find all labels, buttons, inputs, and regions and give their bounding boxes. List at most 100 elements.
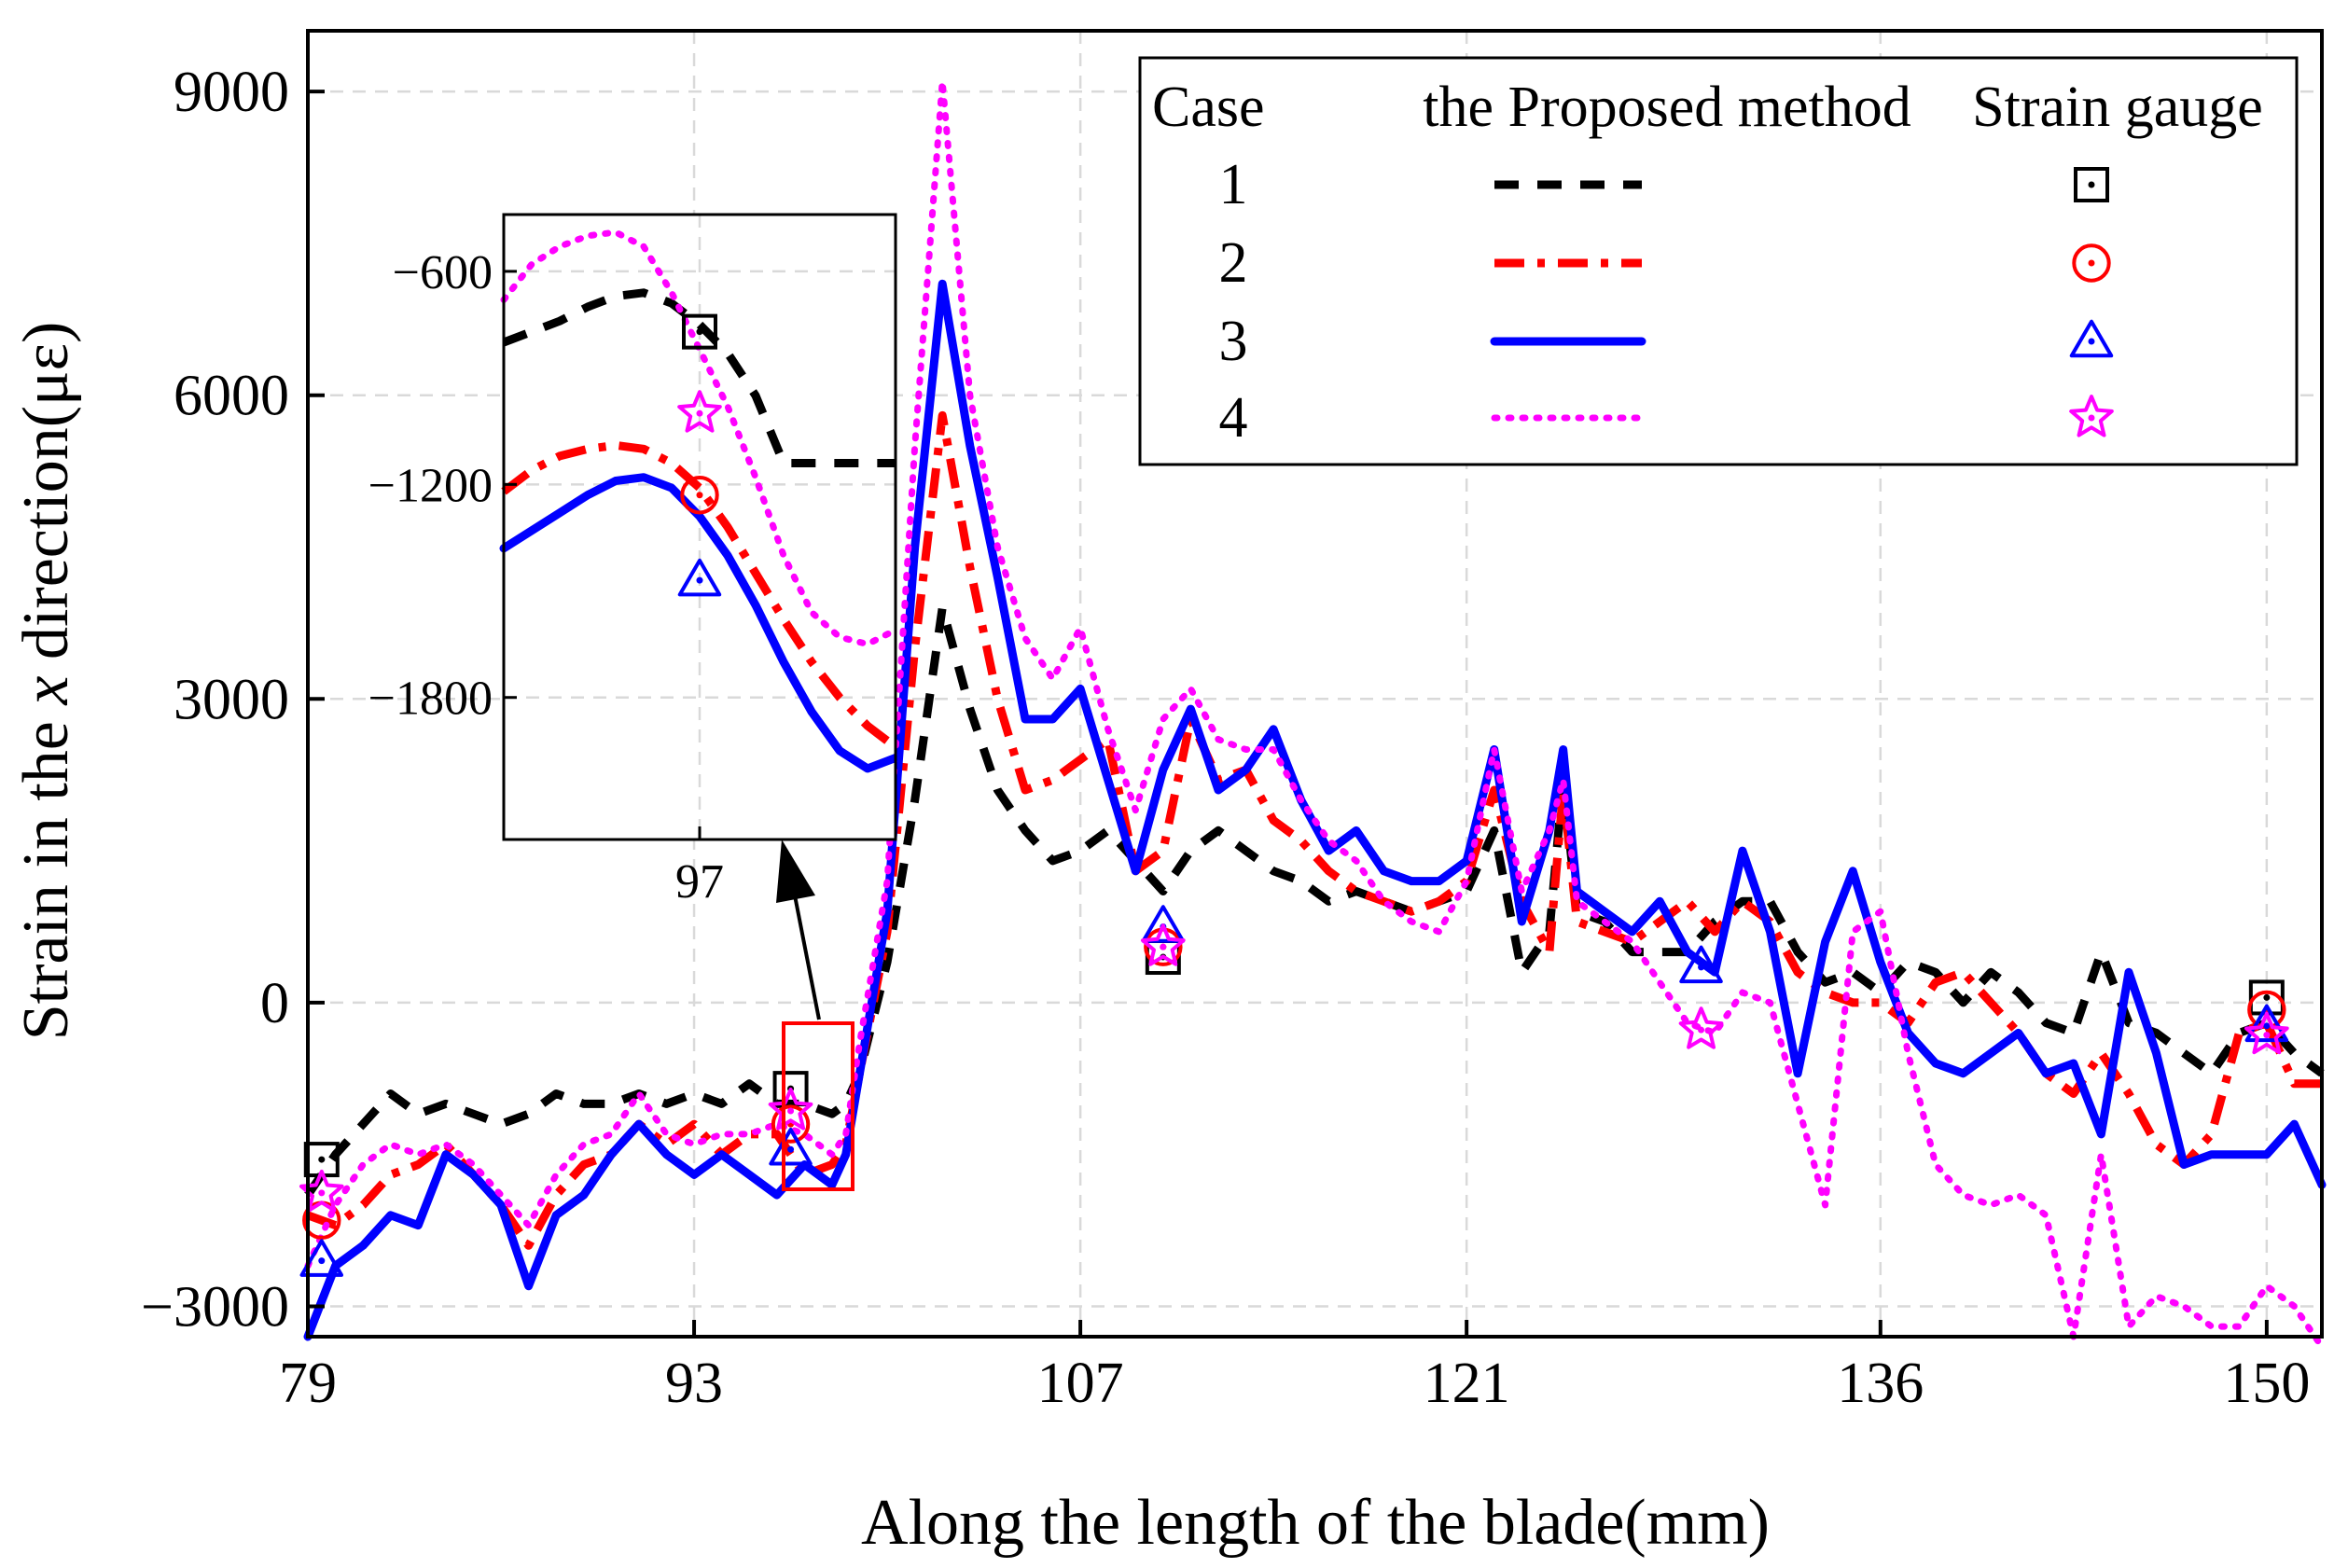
series-4-gauge-marker-dot (318, 1189, 326, 1197)
y-axis-label: Strain in the x direction(με) (10, 322, 82, 1041)
legend-case-label: 2 (1219, 231, 1248, 295)
zoom-arrow-head (776, 840, 815, 903)
zoom-region-box (782, 1021, 854, 1191)
x-tick-label: 121 (1424, 1352, 1510, 1415)
inset-series-4-gauge-marker-dot (696, 409, 703, 417)
inset-series-1-gauge-marker (682, 313, 717, 350)
series-3-gauge-marker (2244, 1004, 2289, 1043)
series-1-gauge-marker-outline (772, 1071, 809, 1107)
series-lines (303, 77, 2327, 1351)
zoom-arrow-shaft (793, 895, 821, 1020)
inset-ticks: 97 −600 −1200 −1800 (368, 246, 724, 909)
inset-x-tick-label: 97 (675, 855, 724, 909)
legend-series-4-marker-dot (2088, 414, 2095, 422)
legend-case-label: 3 (1219, 310, 1248, 373)
inset-series-4-gauge-marker (677, 390, 722, 433)
legend-series-3-marker-outline (2069, 319, 2114, 358)
x-tick-label: 136 (1837, 1352, 1924, 1415)
y-axis-label-part-2: direction(με) (10, 322, 82, 676)
series-4-gauge-marker-dot (1698, 1026, 1705, 1034)
series-2-gauge-marker-dot (318, 1216, 326, 1224)
legend-header-gauge: Strain gauge (1972, 76, 2263, 139)
series-2-gauge-marker-outline (771, 1104, 811, 1144)
inset-series-3-gauge-marker-outline (677, 558, 722, 597)
y-tick-label: 3000 (174, 668, 289, 731)
legend-series-1-marker (2074, 167, 2109, 202)
series-3-gauge-marker-outline (769, 1127, 813, 1166)
series-3-gauge-marker (769, 1127, 813, 1166)
x-tick-label: 79 (279, 1352, 337, 1415)
series-3-gauge-marker (1679, 945, 1723, 984)
y-tick-label: 0 (260, 972, 289, 1035)
series-4-gauge-marker-dot (1160, 943, 1167, 951)
series-4-gauge-marker-outline (2244, 1011, 2289, 1055)
legend-header-method: the Proposed method (1423, 76, 1911, 139)
y-tick-label: 9000 (174, 61, 289, 124)
x-tick-label: 93 (665, 1352, 723, 1415)
legend-series-4-marker (2069, 395, 2114, 437)
series-1-line (304, 604, 2325, 1198)
inset-lines (499, 229, 900, 773)
series-3-gauge-marker-outline (1141, 905, 1186, 943)
y-axis-label-variable: x (10, 676, 82, 706)
legend-series-3-marker (2069, 319, 2114, 358)
legend-box (1138, 56, 2299, 466)
inset-zoom-plot: 97 −600 −1200 −1800 (368, 213, 900, 909)
legend-rows: 1 2 3 4 (1219, 153, 2114, 450)
series-3-gauge-marker-dot (2263, 1022, 2271, 1030)
inset-series-2-gauge-marker (680, 476, 719, 515)
axis-ticks: 79 93 107 121 136 150 −3000 0 3000 6000 9000 (141, 61, 2310, 1415)
series-3-gauge-marker-outline (1679, 945, 1723, 984)
series-4-line (304, 77, 2326, 1351)
y-tick-label: −3000 (141, 1275, 289, 1339)
series-1-gauge-marker-dot (318, 1156, 326, 1163)
legend-case-label: 4 (1219, 386, 1248, 450)
legend-series-4-marker-outline (2069, 395, 2114, 437)
legend-series-1-marker-dot (2088, 181, 2095, 188)
x-axis-label: Along the length of the blade(mm) (861, 1487, 1770, 1559)
inset-series-3-gauge-marker (677, 558, 722, 597)
legend-series-2-marker-outline (2072, 243, 2111, 283)
inset-series-2-line (501, 440, 898, 751)
plot-frame (306, 29, 2324, 1339)
inset-series-1-gauge-marker-dot (696, 328, 703, 336)
x-tick-label: 150 (2223, 1352, 2310, 1415)
legend-series-2-marker-dot (2088, 259, 2095, 267)
legend-series-1-marker-outline (2074, 167, 2109, 202)
legend-header-case: Case (1152, 76, 1265, 139)
series-4-gauge-marker-outline (768, 1088, 813, 1131)
legend-series-2-marker (2072, 243, 2111, 283)
y-tick-label: 6000 (174, 365, 289, 428)
series-4-gauge-marker (768, 1088, 813, 1131)
x-tick-label: 107 (1037, 1352, 1124, 1415)
inset-series-3-gauge-marker-dot (696, 576, 703, 584)
series-4-gauge-marker (1141, 923, 1186, 966)
series-4-gauge-marker-outline (1678, 1006, 1724, 1049)
inset-series-4-line (500, 229, 899, 648)
series-3-gauge-marker-dot (787, 1145, 795, 1153)
inset-series-1-gauge-marker-outline (682, 313, 717, 350)
legend: Case the Proposed method Strain gauge 1 2… (1138, 56, 2299, 466)
series-3-gauge-marker-outline (2244, 1004, 2289, 1043)
series-3-gauge-marker-outline (299, 1239, 344, 1277)
y-axis-label-part-1: Strain in the (10, 705, 82, 1041)
inset-series-2-gauge-marker-dot (696, 492, 703, 499)
inset-y-tick-label: −600 (393, 246, 493, 299)
series-4-gauge-marker-dot (787, 1107, 795, 1115)
inset-y-tick-label: −1200 (368, 459, 493, 512)
series-3-gauge-marker-dot (318, 1257, 326, 1265)
inset-series-4-gauge-marker-outline (677, 390, 722, 433)
series-4-gauge-marker-dot (2263, 1032, 2271, 1039)
inset-series-2-gauge-marker-outline (680, 476, 719, 515)
series-3-gauge-marker-dot (1698, 964, 1705, 971)
inset-grid (504, 215, 896, 840)
inset-gauge-markers (677, 313, 722, 597)
series-1-gauge-marker-dot (2263, 993, 2271, 1001)
inset-series-3-line (499, 473, 900, 773)
legend-case-label: 1 (1219, 153, 1248, 216)
legend-series-3-marker-dot (2088, 338, 2095, 345)
series-4-gauge-marker (2244, 1011, 2289, 1055)
series-4-gauge-marker-outline (1141, 923, 1186, 966)
inset-y-tick-label: −1800 (368, 673, 493, 726)
